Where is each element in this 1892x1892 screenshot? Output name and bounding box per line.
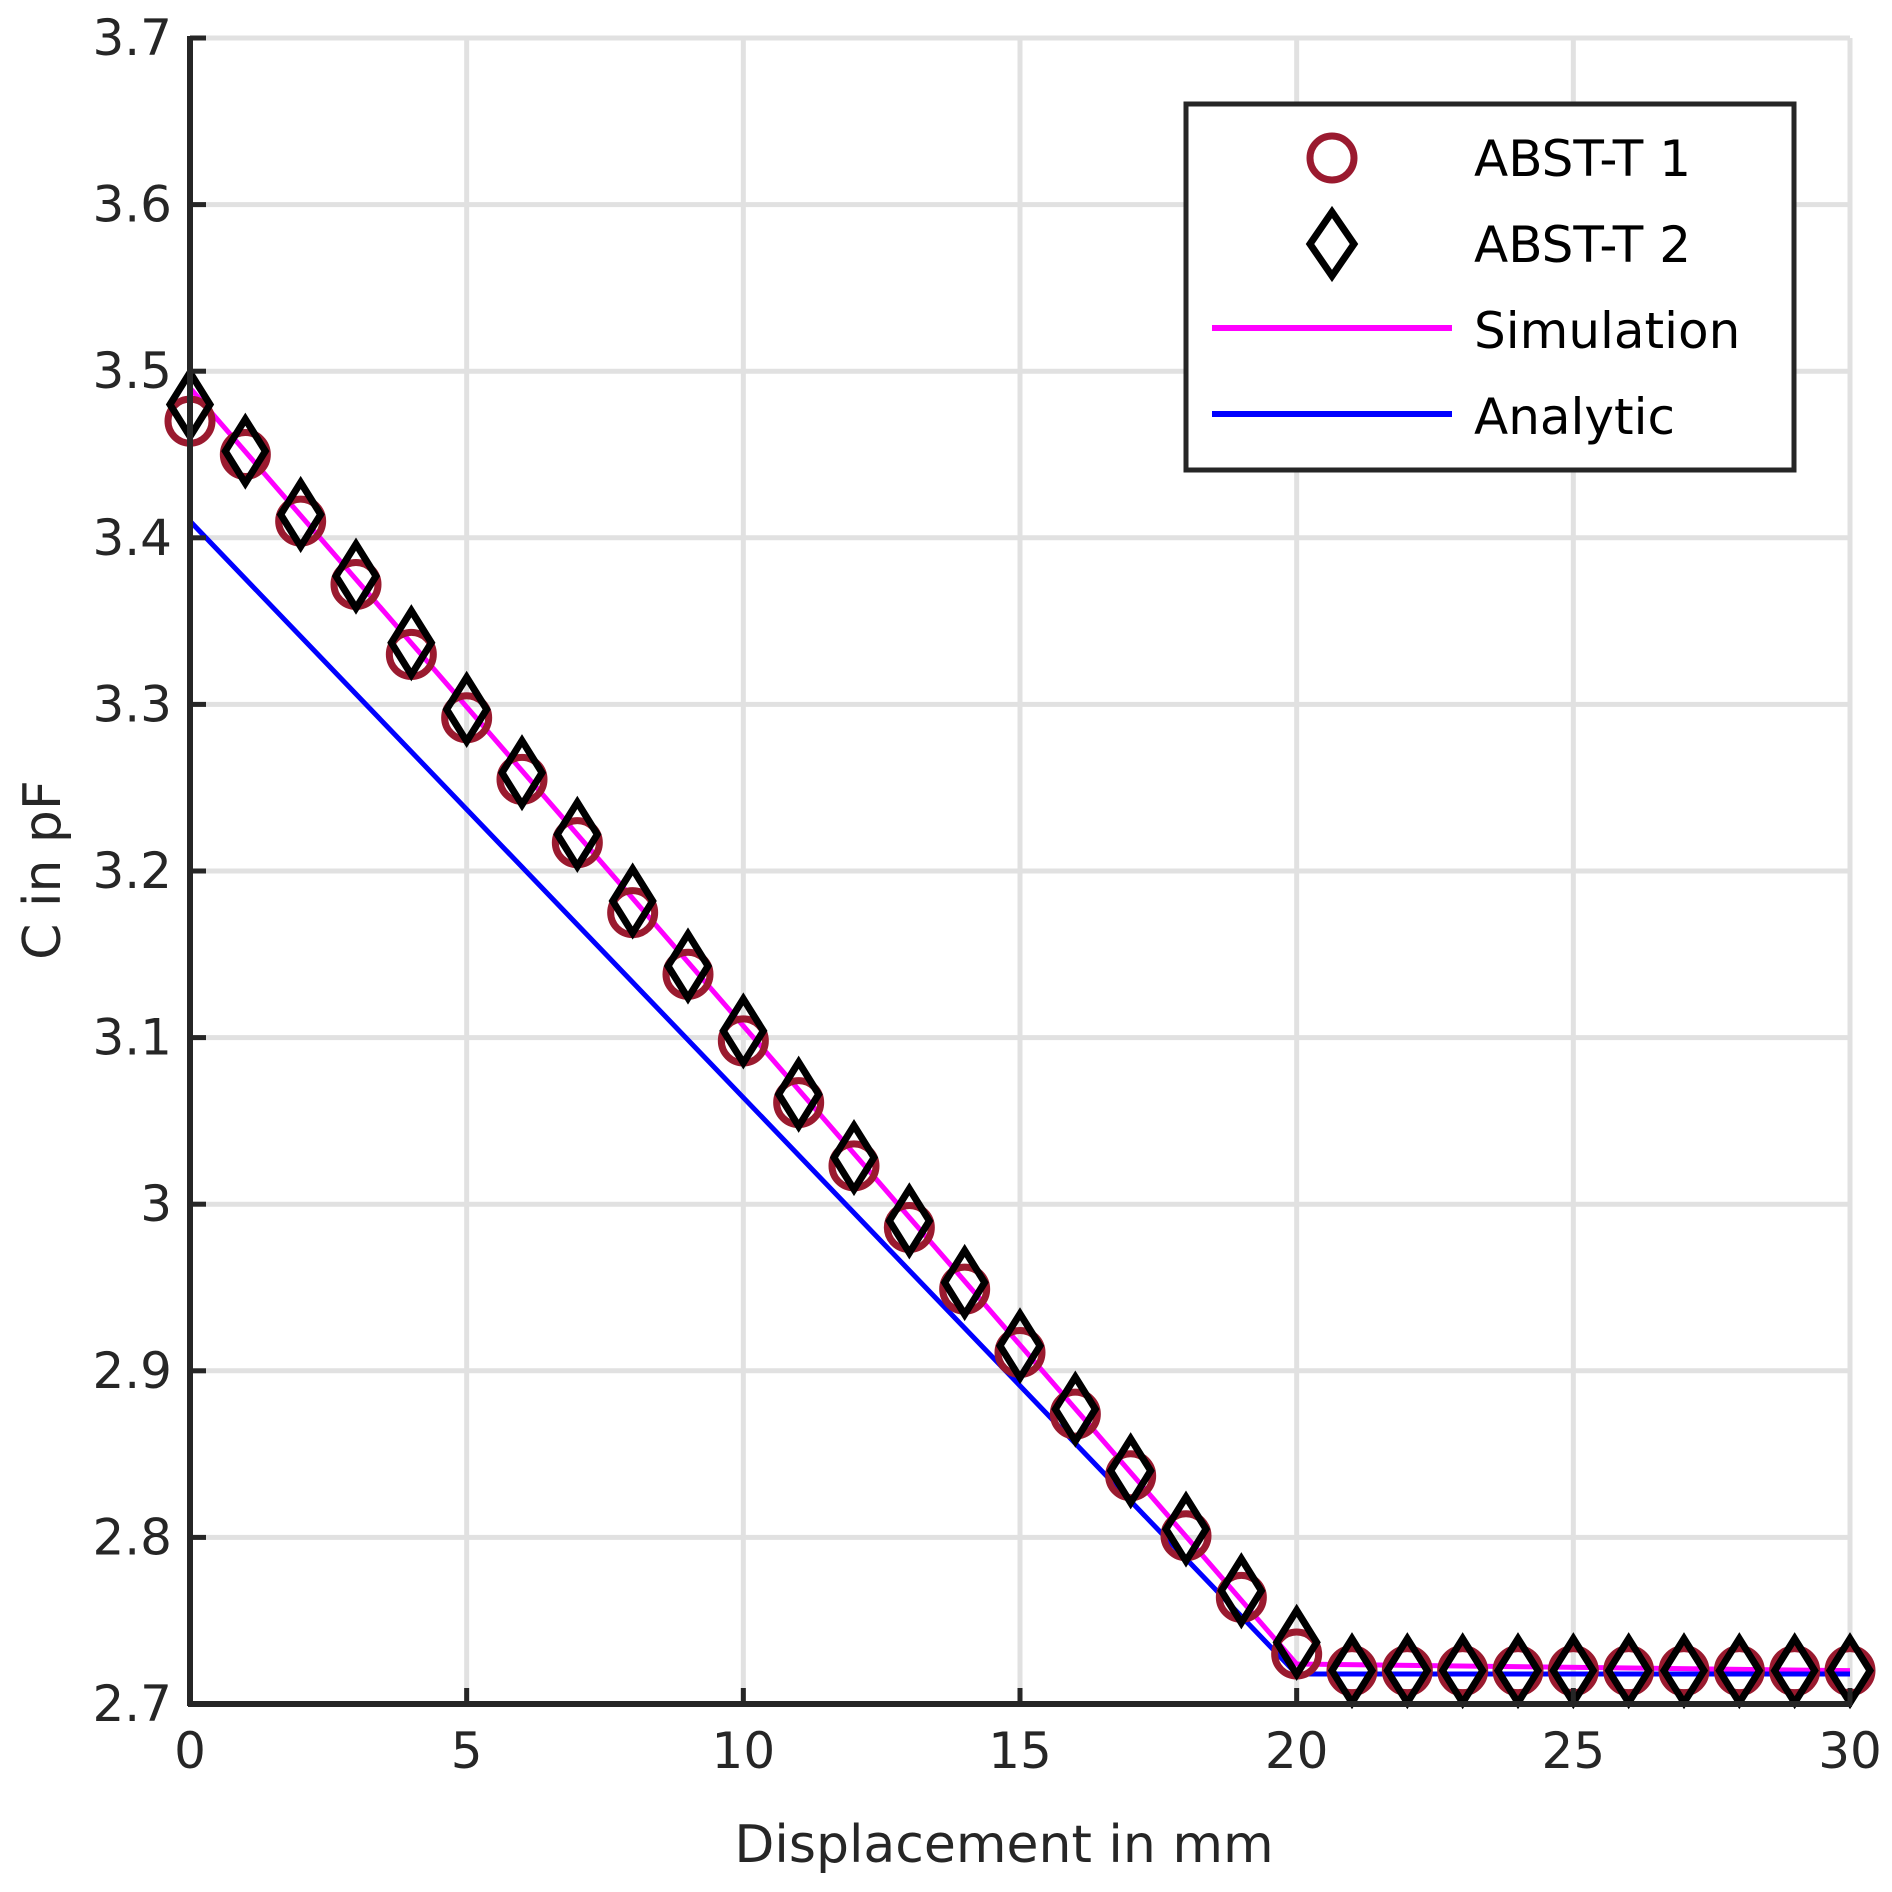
y-tick-label: 3.3 <box>92 675 172 733</box>
abst-t-2-marker <box>497 734 547 812</box>
abst-t-2-marker <box>1051 1370 1100 1448</box>
x-tick-label: 0 <box>174 1722 206 1780</box>
abst-t-2-marker <box>1217 1552 1266 1630</box>
abst-t-2-marker <box>1272 1603 1321 1681</box>
abst-t-2-marker <box>553 795 602 873</box>
legend: ABST-T 1 ABST-T 2 Simulation Analytic <box>1183 101 1797 473</box>
y-tick-label: 3.6 <box>92 176 172 234</box>
legend-symbol-abst-t-2 <box>1305 205 1359 283</box>
abst-t-2-marker <box>940 1243 989 1322</box>
abst-t-2-marker <box>221 412 270 490</box>
x-tick-label: 25 <box>1542 1722 1606 1780</box>
y-tick-label: 3.1 <box>92 1009 172 1067</box>
y-tick-label: 3.7 <box>92 9 172 67</box>
abst-t-2-marker <box>1161 1490 1211 1568</box>
abst-t-2-marker <box>387 604 436 682</box>
x-tick-label: 10 <box>712 1722 776 1780</box>
y-tick-label: 3 <box>140 1175 172 1233</box>
abst-t-2-marker <box>442 670 491 749</box>
legend-symbol-abst-t-1 <box>1306 132 1358 184</box>
abst-t-2-marker <box>719 992 768 1070</box>
legend-label-analytic: Analytic <box>1474 388 1675 446</box>
abst-t-2-marker <box>829 1118 879 1197</box>
x-tick-label: 15 <box>988 1722 1052 1780</box>
y-tick-label: 2.8 <box>92 1508 172 1566</box>
y-tick-label: 3.2 <box>92 842 172 900</box>
x-tick-label: 30 <box>1818 1722 1882 1780</box>
abst-t-2-marker <box>663 927 713 1005</box>
x-tick-label: 5 <box>451 1722 483 1780</box>
abst-t-2-marker <box>1106 1432 1155 1510</box>
y-tick-label: 2.7 <box>92 1675 172 1733</box>
abst-t-2-marker <box>774 1055 823 1133</box>
tick-labels: 0 5 10 15 20 25 30 2.7 2.8 2.9 3 3.1 3.2 3.3 3.4 3.5 3.6… <box>92 9 1881 1780</box>
y-axis-title: C in pF <box>13 780 73 960</box>
abst-t-2-marker <box>608 862 657 940</box>
abst-t-2-marker <box>995 1307 1045 1385</box>
y-tick-label: 3.5 <box>92 342 172 400</box>
axes <box>187 35 1853 1707</box>
legend-label-abst-t-1: ABST-T 1 <box>1474 130 1691 188</box>
abst-t-2-marker <box>331 537 381 615</box>
y-tick-label: 2.9 <box>92 1342 172 1400</box>
legend-label-abst-t-2: ABST-T 2 <box>1474 216 1691 274</box>
y-tick-label: 3.4 <box>92 509 172 567</box>
legend-label-simulation: Simulation <box>1474 302 1740 360</box>
x-axis-title: Displacement in mm <box>734 1815 1273 1875</box>
abst-t-2-marker <box>276 475 325 554</box>
x-tick-label: 20 <box>1265 1722 1329 1780</box>
abst-t-2-marker <box>885 1182 934 1260</box>
legend-box <box>1183 101 1797 473</box>
